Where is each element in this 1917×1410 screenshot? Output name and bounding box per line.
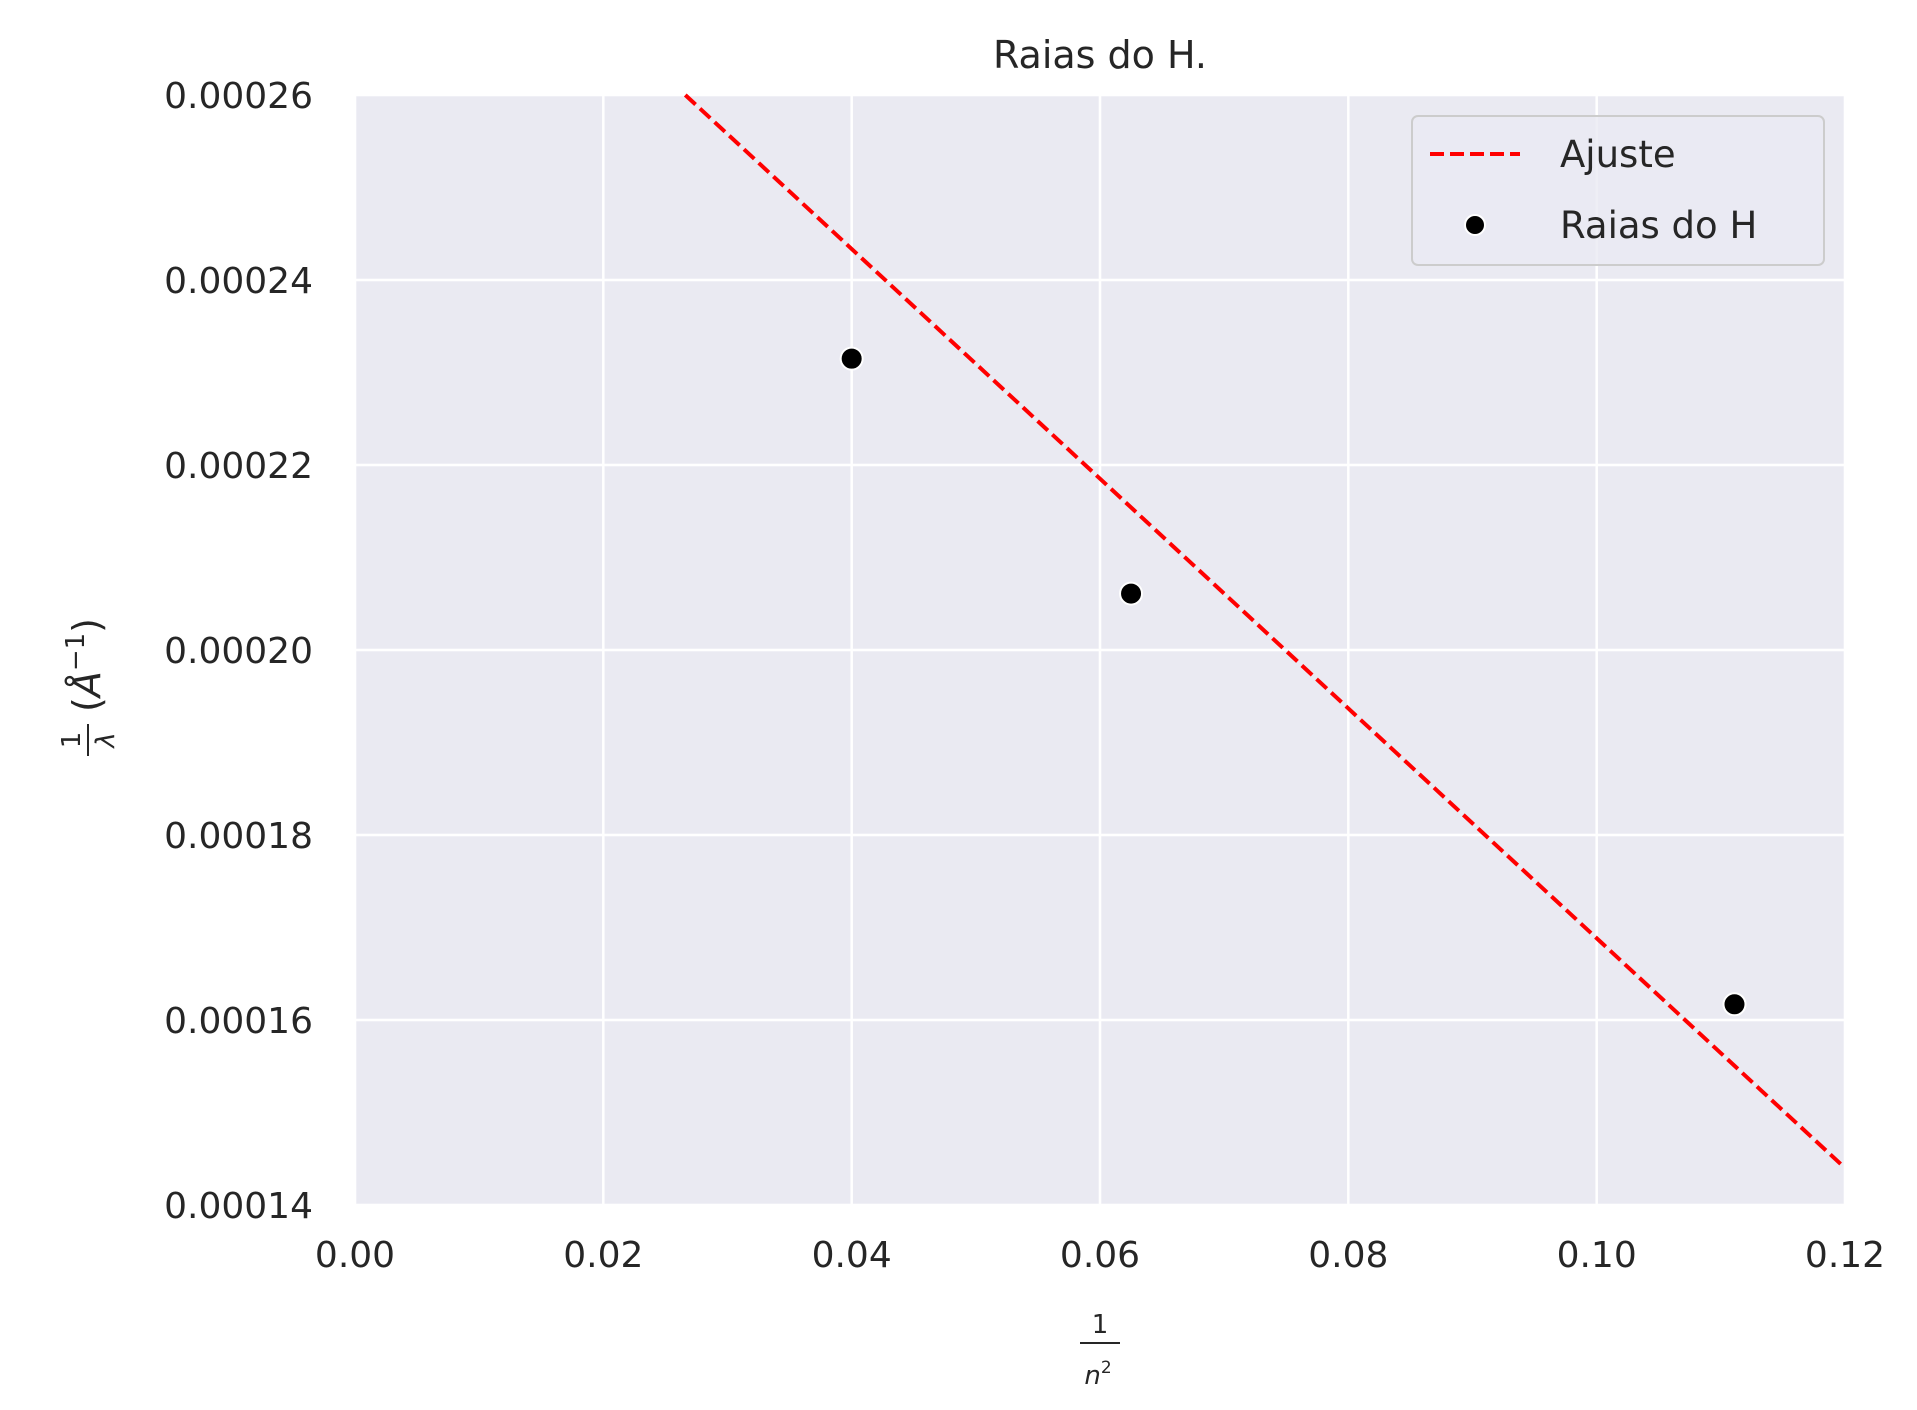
data-point [1119, 581, 1144, 606]
y-label-denominator: λ [91, 732, 121, 749]
x-tick-label: 0.04 [812, 1235, 892, 1276]
y-tick-label: 0.00018 [164, 816, 313, 857]
x-tick-label: 0.06 [1060, 1235, 1140, 1276]
data-point [1722, 992, 1747, 1017]
y-tick-label: 0.00016 [164, 1001, 313, 1042]
x-tick-label: 0.08 [1308, 1235, 1388, 1276]
y-tick-label: 0.00014 [164, 1186, 313, 1227]
y-axis-label: 1 λ (Å−1) [57, 618, 121, 756]
legend: Ajuste Raias do H [1411, 115, 1825, 266]
x-label-numerator: 1 [1092, 1310, 1109, 1340]
y-tick-label: 0.00022 [164, 446, 313, 487]
fit-line-ajuste [683, 93, 1847, 1170]
x-ticks: 0.00 0.02 0.04 0.06 0.08 0.10 0.12 [315, 1235, 1885, 1276]
y-tick-label: 0.00024 [164, 261, 313, 302]
y-tick-label: 0.00020 [164, 631, 313, 672]
chart-title: Raias do H. [993, 33, 1207, 77]
x-tick-label: 0.02 [563, 1235, 643, 1276]
y-tick-label: 0.00026 [164, 76, 313, 117]
x-axis-label: 1 n2 [1080, 1310, 1120, 1391]
x-label-denominator: n2 [1084, 1358, 1111, 1391]
legend-label-raias: Raias do H [1560, 204, 1757, 247]
data-point [839, 346, 864, 371]
y-ticks: 0.00014 0.00016 0.00018 0.00020 0.00022 0.000… [164, 76, 313, 1227]
series-layer [683, 93, 1847, 1170]
legend-label-ajuste: Ajuste [1560, 133, 1676, 176]
y-label-unit: (Å−1) [61, 618, 109, 712]
x-tick-label: 0.10 [1557, 1235, 1637, 1276]
x-tick-label: 0.12 [1805, 1235, 1885, 1276]
grid [353, 93, 1847, 1207]
y-label-numerator: 1 [57, 732, 87, 749]
x-tick-label: 0.00 [315, 1235, 395, 1276]
legend-swatch-raias [1464, 214, 1486, 236]
